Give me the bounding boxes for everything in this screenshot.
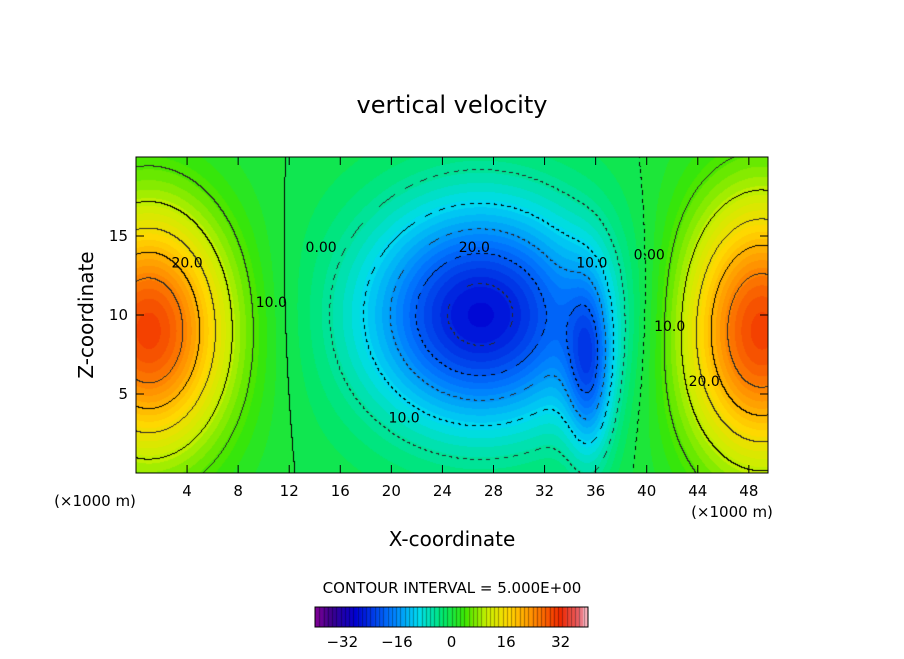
contour-label: 0.00 [634, 248, 665, 264]
x-axis-label: X-coordinate [389, 527, 516, 551]
y-axis-label: Z-coordinate [74, 251, 98, 378]
colorbar-frame [314, 606, 589, 628]
colorbar-tick-label: 32 [551, 633, 570, 651]
y-axis: 5 10 15 [109, 227, 768, 403]
contour-labels: 20.0 10.0 0.00 20.0 10.0 0.00 10.0 20.0 10.0 [171, 240, 719, 427]
colorbar: −32 −16 0 16 32 [314, 606, 589, 651]
contour-interval-label: CONTOUR INTERVAL = 5.000E+00 [323, 579, 582, 597]
x-tick-label: 48 [739, 482, 758, 500]
contour-label: 20.0 [459, 240, 490, 256]
x-tick-label: 28 [484, 482, 503, 500]
contour-label: 10.0 [654, 319, 685, 335]
colorbar-tick-label: 16 [497, 633, 516, 651]
x-tick-label: 20 [382, 482, 401, 500]
heatmap-field [136, 157, 768, 473]
x-tick-label: 8 [233, 482, 243, 500]
x-tick-label: 12 [280, 482, 299, 500]
plot-area: 20.0 10.0 0.00 20.0 10.0 0.00 10.0 20.0 10.0 [135, 156, 769, 474]
x-tick-label: 4 [182, 482, 192, 500]
y-tick-label: 5 [118, 385, 128, 403]
x-unit-right: (×1000 m) [691, 503, 773, 521]
contour-label: 10.0 [256, 295, 287, 311]
colorbar-tick-label: −16 [381, 633, 413, 651]
colorbar-tick-label: −32 [326, 633, 358, 651]
contour-label: 10.0 [389, 410, 420, 426]
x-tick-label: 36 [586, 482, 605, 500]
colorbar-ticks: −32 −16 0 16 32 [326, 633, 570, 651]
y-tick-label: 15 [109, 227, 128, 245]
colorbar-tick-label: 0 [447, 633, 457, 651]
x-tick-label: 40 [637, 482, 656, 500]
x-tick-label: 44 [688, 482, 707, 500]
chart-title: vertical velocity [357, 91, 548, 119]
contour-label: 0.00 [306, 240, 337, 256]
x-tick-label: 32 [535, 482, 554, 500]
x-unit-left: (×1000 m) [54, 492, 136, 510]
contour-label: 10.0 [576, 256, 607, 272]
y-tick-label: 10 [109, 306, 128, 324]
x-tick-label: 24 [433, 482, 452, 500]
colorbar-gradient [315, 607, 588, 627]
contour-label: 20.0 [171, 256, 202, 272]
contour-label: 20.0 [689, 374, 720, 390]
x-tick-label: 16 [331, 482, 350, 500]
x-axis: 4 8 12 16 20 24 28 32 36 40 44 48 [182, 157, 758, 500]
